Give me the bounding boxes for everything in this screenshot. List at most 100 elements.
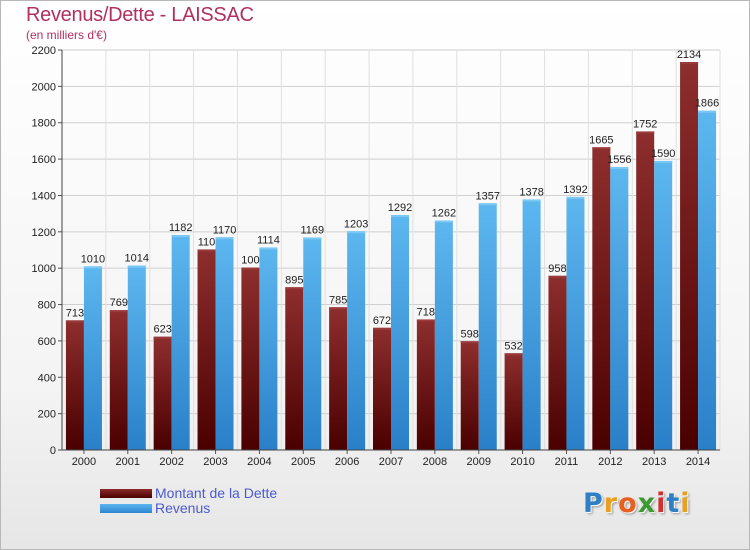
data-label-debt: 672 (373, 315, 391, 327)
bar-debt-cap (680, 62, 699, 64)
data-label-revenue: 1010 (81, 253, 105, 265)
x-tick-label: 2002 (159, 456, 183, 468)
data-label-revenue: 1170 (213, 224, 237, 236)
x-tick-label: 2011 (555, 456, 579, 468)
bar-debt-cap (504, 353, 523, 356)
bar-debt-cap (153, 336, 172, 339)
bar-debt (373, 327, 391, 450)
bar-debt (592, 147, 611, 451)
bar-debt-cap (636, 131, 655, 134)
x-tick-label: 2010 (510, 456, 534, 468)
data-label-debt: 895 (285, 274, 303, 286)
bar-revenue-cap (654, 160, 673, 163)
logo-letter: i (680, 488, 691, 519)
logo-letter: t (666, 488, 681, 519)
y-tick-label: 2200 (32, 45, 56, 57)
bar-debt-cap (548, 275, 567, 278)
bar-debt (285, 287, 304, 450)
bar-revenue (347, 231, 366, 450)
bar-debt (636, 131, 655, 451)
y-tick-label: 800 (38, 300, 56, 312)
bar-debt (65, 320, 84, 450)
x-tick-label: 2007 (379, 456, 403, 468)
data-label-revenue: 1378 (519, 186, 543, 198)
bar-debt-cap (241, 267, 260, 270)
bar-debt (416, 319, 435, 450)
logo-letter: x (637, 488, 657, 519)
data-label-debt: 769 (110, 297, 128, 309)
y-tick-label: 1800 (32, 118, 56, 130)
bar-revenue-cap (698, 110, 717, 113)
logo-letter: i (656, 488, 667, 519)
y-tick-label: 1000 (32, 263, 56, 275)
x-tick-label: 2014 (686, 456, 710, 468)
x-tick-label: 2009 (466, 456, 490, 468)
data-label-revenue: 1182 (169, 222, 193, 234)
data-label-revenue: 1203 (344, 218, 368, 230)
data-label-debt: 718 (417, 306, 435, 318)
bars (65, 62, 717, 451)
bar-debt (109, 310, 128, 450)
bar-revenue-cap (303, 237, 322, 240)
bar-debt-cap (416, 319, 435, 322)
bar-revenue-cap (259, 247, 278, 250)
bar-revenue-cap (522, 199, 541, 202)
y-tick-label: 600 (38, 336, 56, 348)
x-tick-label: 2008 (423, 456, 447, 468)
bar-debt (548, 275, 567, 450)
x-tick-label: 2004 (247, 456, 271, 468)
data-label-debt: 598 (461, 328, 479, 340)
bar-revenue (654, 160, 673, 450)
bar-revenue-cap (347, 231, 366, 234)
data-label-revenue: 1292 (388, 202, 412, 214)
bar-debt-cap (197, 249, 216, 252)
data-label-revenue: 1556 (607, 154, 631, 166)
bar-revenue (83, 266, 102, 450)
legend-swatch-revenue (100, 504, 152, 513)
bar-revenue (127, 265, 146, 450)
logo-letter: o (618, 488, 638, 519)
bar-revenue (259, 247, 278, 450)
x-tick-label: 2001 (116, 456, 140, 468)
bar-revenue (610, 167, 629, 450)
y-tick-label: 200 (38, 409, 56, 421)
data-label-revenue: 1014 (125, 253, 149, 265)
bar-debt-cap (592, 147, 611, 150)
bar-revenue-cap (127, 265, 146, 268)
bar-revenue (391, 215, 409, 450)
bar-debt-cap (285, 287, 304, 290)
bar-debt (680, 62, 699, 450)
bar-debt-cap (65, 320, 84, 323)
bar-revenue (522, 199, 541, 450)
data-label-debt: 785 (329, 294, 347, 306)
data-label-debt: 958 (548, 263, 566, 275)
data-label-revenue: 1590 (651, 148, 675, 160)
bar-debt-cap (329, 307, 348, 310)
data-label-revenue: 1114 (257, 234, 280, 246)
bar-debt-cap (460, 341, 479, 344)
y-tick-label: 1400 (32, 190, 56, 202)
x-tick-label: 2000 (72, 456, 96, 468)
bar-revenue-cap (171, 235, 190, 238)
bar-revenue-cap (566, 196, 585, 199)
bar-revenue (171, 235, 190, 450)
x-tick-label: 2012 (598, 456, 622, 468)
bar-debt-cap (109, 310, 128, 313)
bar-revenue-cap (391, 215, 409, 218)
bar-debt (460, 341, 479, 450)
data-label-debt: 2134 (677, 49, 701, 61)
data-label-revenue: 1357 (475, 190, 499, 202)
y-tick-label: 400 (38, 372, 56, 384)
chart-subtitle: (en milliers d'€) (26, 28, 107, 42)
data-label-debt: 110 (198, 236, 216, 248)
bar-revenue-cap (610, 167, 629, 170)
y-tick-label: 1200 (32, 227, 56, 239)
bar-revenue (303, 237, 322, 450)
data-label-debt: 623 (153, 324, 171, 336)
bar-debt (241, 267, 260, 450)
data-label-debt: 532 (504, 340, 522, 352)
data-label-revenue: 1262 (432, 208, 456, 220)
bar-debt (153, 336, 172, 450)
